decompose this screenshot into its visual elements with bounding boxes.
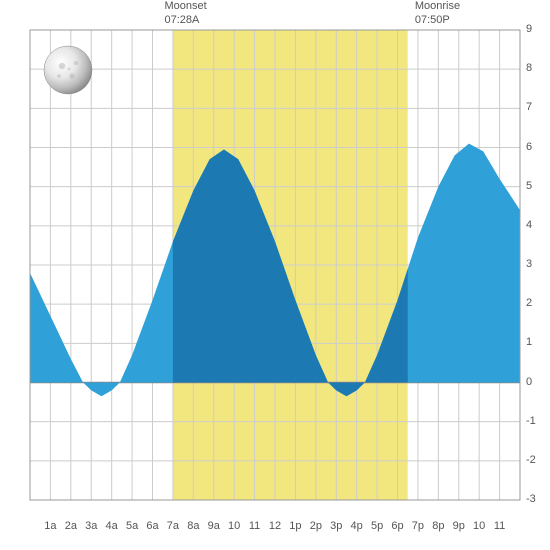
x-tick-label: 11 bbox=[494, 520, 505, 532]
x-tick-label: 8p bbox=[432, 520, 444, 532]
x-tick-label: 1p bbox=[289, 520, 301, 532]
x-tick-label: 4a bbox=[106, 520, 118, 532]
x-tick-label: 9a bbox=[208, 520, 220, 532]
y-tick-label: 9 bbox=[526, 23, 546, 35]
x-tick-label: 7p bbox=[412, 520, 424, 532]
x-tick-label: 3a bbox=[85, 520, 97, 532]
y-tick-label: 4 bbox=[526, 219, 546, 231]
x-tick-label: 5p bbox=[371, 520, 383, 532]
x-tick-label: 8a bbox=[187, 520, 199, 532]
x-tick-label: 4p bbox=[351, 520, 363, 532]
x-tick-label: 5a bbox=[126, 520, 138, 532]
y-tick-label: -2 bbox=[526, 454, 546, 466]
x-tick-label: 9p bbox=[453, 520, 465, 532]
x-tick-label: 10 bbox=[228, 520, 240, 532]
y-tick-label: 0 bbox=[526, 376, 546, 388]
x-tick-label: 3p bbox=[330, 520, 342, 532]
moon-icon bbox=[44, 46, 92, 94]
chart-svg bbox=[0, 0, 550, 550]
moonset-title: Moonset bbox=[165, 0, 207, 12]
x-tick-label: 2a bbox=[65, 520, 77, 532]
x-tick-label: 12 bbox=[269, 520, 281, 532]
y-tick-label: 3 bbox=[526, 258, 546, 270]
x-tick-label: 1a bbox=[44, 520, 56, 532]
y-tick-label: 1 bbox=[526, 336, 546, 348]
y-tick-label: -1 bbox=[526, 415, 546, 427]
y-tick-label: 7 bbox=[526, 101, 546, 113]
x-tick-label: 11 bbox=[249, 520, 260, 532]
y-tick-label: 2 bbox=[526, 297, 546, 309]
x-tick-label: 6p bbox=[391, 520, 403, 532]
x-tick-label: 6a bbox=[146, 520, 158, 532]
y-tick-label: 8 bbox=[526, 62, 546, 74]
x-tick-label: 2p bbox=[310, 520, 322, 532]
y-tick-label: -3 bbox=[526, 493, 546, 505]
moonrise-label: Moonrise 07:50P bbox=[415, 0, 460, 28]
moonset-time: 07:28A bbox=[165, 14, 200, 26]
tide-chart: Moonset 07:28A Moonrise 07:50P -3-2-1012… bbox=[0, 0, 550, 550]
y-tick-label: 5 bbox=[526, 180, 546, 192]
y-tick-label: 6 bbox=[526, 141, 546, 153]
moonrise-title: Moonrise bbox=[415, 0, 460, 12]
moonset-label: Moonset 07:28A bbox=[165, 0, 207, 28]
x-tick-label: 10 bbox=[473, 520, 485, 532]
x-tick-label: 7a bbox=[167, 520, 179, 532]
moonrise-time: 07:50P bbox=[415, 14, 450, 26]
